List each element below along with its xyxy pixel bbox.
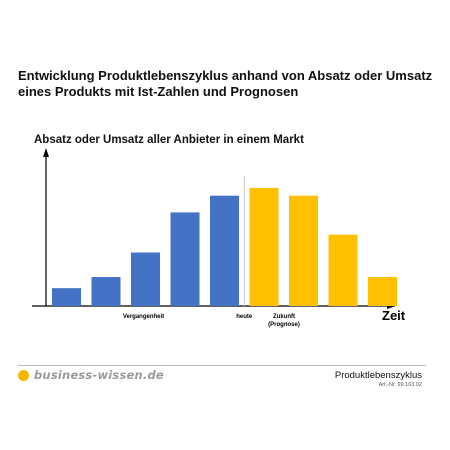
bar-5	[210, 195, 239, 306]
bar-4	[170, 212, 200, 306]
logo-text: business-wissen.de	[34, 368, 164, 382]
x-axis-label: Zeit	[382, 308, 406, 323]
bar-3	[131, 252, 160, 306]
annotation-future: Zukunft	[273, 314, 295, 320]
y-axis-arrow	[43, 148, 49, 157]
logo-dot-icon	[18, 369, 29, 381]
footer-divider	[18, 365, 426, 366]
bar-series	[52, 187, 397, 306]
chart-title: Absatz oder Umsatz aller Anbieter in ein…	[34, 134, 304, 146]
bar-6	[249, 187, 279, 306]
annotation-past: Vergangenheit	[123, 314, 164, 320]
annotation-today: heute	[236, 314, 253, 320]
document-title: Produktlebenszyklus	[334, 370, 422, 381]
brand-logo[interactable]: business-wissen.de	[18, 368, 164, 382]
document-number: Art.-Nr. 99.163.02	[378, 382, 422, 388]
bar-7	[289, 195, 318, 306]
page-title: Entwicklung Produktlebenszyklus anhand v…	[18, 68, 433, 99]
bar-8	[328, 234, 358, 306]
bar-1	[52, 288, 81, 306]
bar-2	[91, 277, 121, 306]
bar-9	[368, 277, 397, 306]
annotation-future-sub: (Prognose)	[268, 322, 300, 328]
